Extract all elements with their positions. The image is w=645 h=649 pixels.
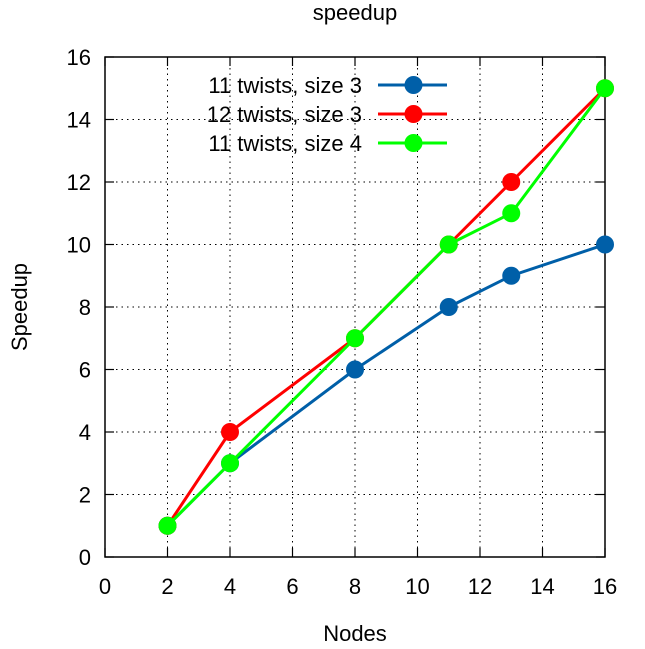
x-tick-label: 16 bbox=[593, 574, 617, 599]
legend-entry-1: 11 twists, size 3 bbox=[208, 73, 447, 98]
data-point bbox=[221, 454, 239, 473]
legend-marker bbox=[404, 134, 423, 152]
y-tick-label: 12 bbox=[67, 170, 91, 195]
data-point bbox=[346, 329, 364, 348]
series-1 bbox=[158, 235, 614, 535]
y-tick-label: 10 bbox=[67, 233, 91, 258]
legend: 11 twists, size 3 12 twists, size 3 11 twi… bbox=[207, 73, 447, 156]
series-line bbox=[166, 243, 606, 527]
x-tick-label: 14 bbox=[530, 574, 554, 599]
data-point bbox=[502, 204, 521, 223]
legend-entry-2: 12 twists, size 3 bbox=[207, 102, 447, 127]
y-tick-label: 2 bbox=[79, 483, 91, 508]
y-axis-label: Speedup bbox=[7, 263, 32, 351]
legend-label: 12 twists, size 3 bbox=[207, 102, 362, 127]
y-tick-label: 16 bbox=[67, 45, 91, 70]
x-tick-label: 12 bbox=[468, 574, 492, 599]
y-tick-label: 6 bbox=[79, 358, 91, 383]
x-tick-label: 0 bbox=[99, 574, 111, 599]
legend-marker bbox=[404, 105, 423, 123]
x-tick-label: 6 bbox=[286, 574, 298, 599]
data-point bbox=[439, 298, 458, 316]
legend-marker bbox=[404, 76, 423, 94]
data-point bbox=[221, 423, 239, 441]
y-tick-label: 4 bbox=[79, 420, 91, 445]
series-3 bbox=[158, 79, 614, 535]
x-axis-label: Nodes bbox=[323, 621, 387, 646]
x-tick-label: 10 bbox=[405, 574, 429, 599]
legend-label: 11 twists, size 4 bbox=[208, 131, 362, 156]
data-point bbox=[596, 79, 614, 98]
y-tick-label: 14 bbox=[67, 108, 91, 133]
data-point bbox=[502, 173, 521, 191]
data-point bbox=[502, 266, 521, 285]
x-tick-label: 8 bbox=[349, 574, 361, 599]
data-point bbox=[346, 360, 364, 379]
series-line bbox=[166, 87, 607, 527]
y-tick-label: 8 bbox=[79, 295, 91, 320]
series bbox=[158, 79, 614, 535]
axes: 0 2 4 6 8 10 12 14 16 0 2 4 6 8 10 12 14 16 bbox=[67, 45, 618, 599]
legend-entry-3: 11 twists, size 4 bbox=[208, 131, 447, 156]
x-tick-label: 4 bbox=[224, 574, 236, 599]
data-point bbox=[596, 235, 614, 254]
y-tick-label: 0 bbox=[79, 545, 91, 570]
data-point bbox=[158, 516, 177, 535]
chart-title: speedup bbox=[313, 0, 397, 25]
x-tick-label: 2 bbox=[161, 574, 173, 599]
data-point bbox=[439, 235, 458, 254]
legend-label: 11 twists, size 3 bbox=[208, 73, 362, 98]
